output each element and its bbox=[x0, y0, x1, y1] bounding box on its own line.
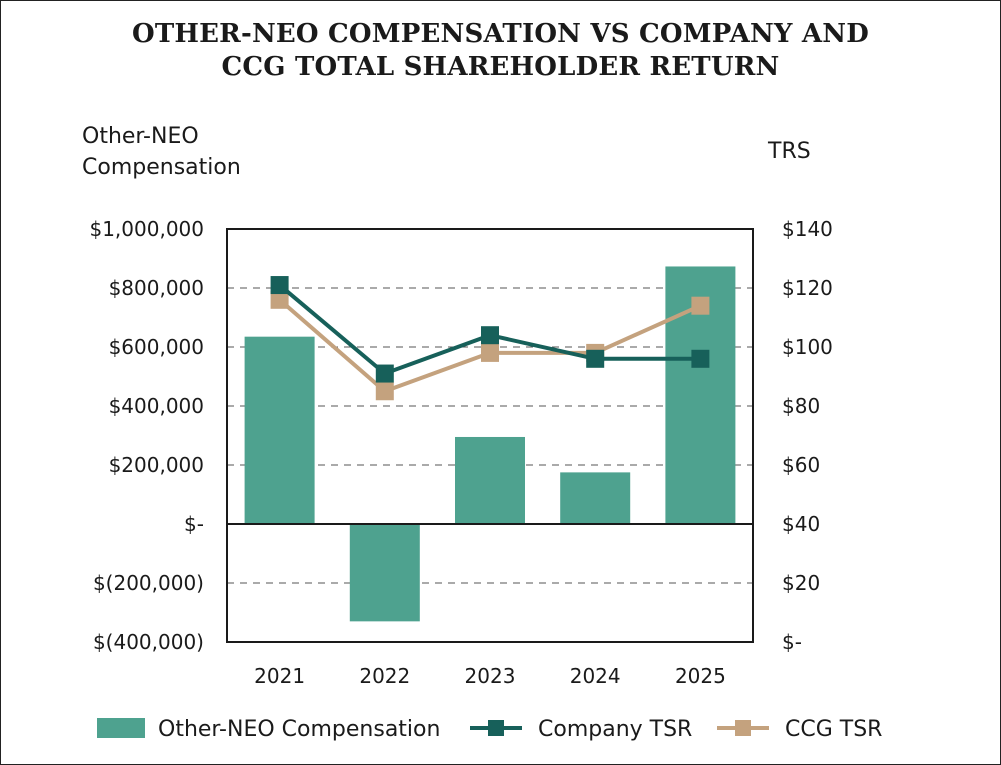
chart-title-line-1: OTHER-NEO COMPENSATION VS COMPANY AND bbox=[131, 19, 870, 49]
bar-2021 bbox=[244, 336, 315, 524]
company-tsr-marker-2021 bbox=[270, 276, 289, 295]
plot-border bbox=[226, 228, 754, 643]
y-left-tick-label: $400,000 bbox=[109, 394, 204, 418]
y-right-tick-label: $120 bbox=[782, 276, 833, 300]
legend-marker-ccg-tsr bbox=[735, 720, 751, 736]
y-left-tick-label: $(200,000) bbox=[93, 571, 204, 595]
x-tick-label: 2023 bbox=[465, 664, 516, 688]
company-tsr-marker-2022 bbox=[375, 364, 394, 383]
y-left-tick-label: $(400,000) bbox=[93, 630, 204, 654]
company-tsr-marker-2024 bbox=[586, 349, 605, 368]
y-left-axis-title-line-1: Other-NEO bbox=[82, 124, 199, 149]
ccg-tsr-marker-2021 bbox=[270, 290, 289, 309]
y-right-tick-label: $- bbox=[782, 630, 802, 654]
y-left-tick-label: $200,000 bbox=[109, 453, 204, 477]
legend-label-other-neo-compensation: Other-NEO Compensation bbox=[158, 717, 440, 742]
x-tick-label: 2025 bbox=[675, 664, 726, 688]
y-right-tick-label: $100 bbox=[782, 335, 833, 359]
company-tsr-marker-2023 bbox=[481, 326, 499, 345]
ccg-tsr-marker-2022 bbox=[375, 382, 394, 401]
legend-label-company-tsr: Company TSR bbox=[538, 717, 692, 742]
y-left-tick-label: $- bbox=[184, 512, 204, 536]
ccg-tsr-marker-2025 bbox=[691, 296, 710, 315]
y-right-tick-label: $40 bbox=[782, 512, 820, 536]
y-right-axis-title: TRS bbox=[767, 139, 811, 164]
y-right-tick-label: $20 bbox=[782, 571, 820, 595]
ccg-tsr-marker-2023 bbox=[481, 343, 499, 362]
legend-marker-company-tsr bbox=[488, 720, 504, 736]
y-right-tick-label: $80 bbox=[782, 394, 820, 418]
x-tick-label: 2021 bbox=[254, 664, 305, 688]
y-left-tick-label: $800,000 bbox=[109, 276, 204, 300]
company-tsr-marker-2025 bbox=[691, 349, 710, 368]
x-tick-label: 2022 bbox=[359, 664, 410, 688]
legend-label-ccg-tsr: CCG TSR bbox=[785, 717, 882, 742]
chart-title: OTHER-NEO COMPENSATION VS COMPANY AND CC… bbox=[0, 18, 1001, 84]
chart-title-line-2: CCG TOTAL SHAREHOLDER RETURN bbox=[221, 52, 780, 82]
legend-swatch-other-neo-compensation bbox=[97, 718, 145, 738]
y-right-tick-label: $140 bbox=[782, 217, 833, 241]
y-left-axis-title-line-2: Compensation bbox=[82, 155, 241, 180]
bar-2022 bbox=[349, 524, 420, 622]
y-left-tick-label: $600,000 bbox=[109, 335, 204, 359]
bar-2023 bbox=[455, 436, 525, 524]
bar-2024 bbox=[560, 472, 631, 524]
x-tick-label: 2024 bbox=[570, 664, 621, 688]
y-left-tick-label: $1,000,000 bbox=[89, 217, 204, 241]
y-right-tick-label: $60 bbox=[782, 453, 820, 477]
